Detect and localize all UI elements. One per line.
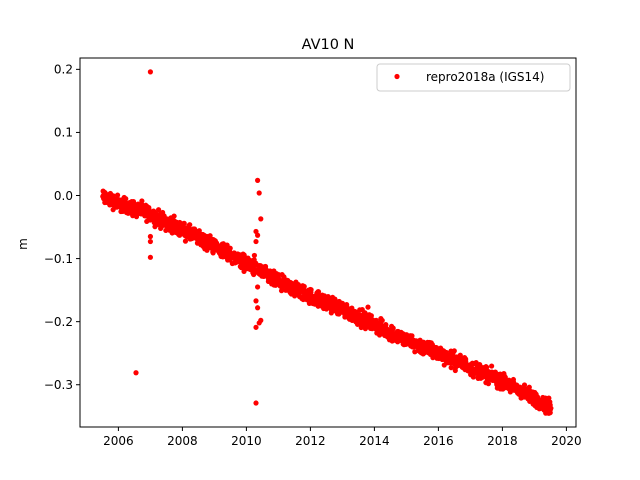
data-point [147, 238, 153, 245]
data-point [146, 204, 152, 211]
data-point [253, 400, 259, 406]
x-tick-label: 2006 [103, 434, 134, 448]
data-point [256, 320, 262, 326]
y-tick-label: 0.0 [54, 189, 73, 203]
data-point [139, 198, 145, 204]
data-point [114, 192, 121, 198]
data-point [251, 252, 257, 259]
data-point [315, 289, 322, 295]
data-point [457, 352, 463, 358]
legend: repro2018a (IGS14) [376, 63, 571, 92]
legend-box [376, 63, 571, 92]
data-point [463, 356, 469, 362]
data-point [484, 364, 490, 370]
x-tick-label: 2016 [423, 434, 454, 448]
y-tick-label: −0.1 [44, 252, 73, 266]
data-point [253, 238, 259, 245]
x-tick-label: 2018 [487, 434, 518, 448]
data-point [255, 305, 261, 311]
data-point [255, 177, 261, 183]
data-point [155, 207, 162, 213]
chart-title: AV10 N [302, 37, 355, 53]
x-tick-label: 2014 [359, 434, 390, 448]
data-point [258, 216, 264, 222]
data-point [227, 245, 233, 251]
data-point [301, 283, 307, 290]
y-tick-label: −0.2 [44, 315, 73, 329]
data-point [336, 298, 342, 305]
data-point [308, 287, 314, 293]
data-point [256, 190, 262, 196]
x-tick-label: 2020 [551, 434, 582, 448]
x-axis: 2006 2008 2010 2012 2014 2016 2018 2020 [103, 427, 582, 448]
data-point [448, 365, 454, 371]
data-point [123, 196, 129, 202]
data-point [451, 348, 457, 354]
data-point [253, 324, 259, 330]
data-point [187, 222, 193, 228]
data-point [365, 304, 371, 310]
x-tick-label: 2010 [231, 434, 262, 448]
legend-label: repro2018a (IGS14) [426, 70, 544, 84]
data-point [147, 69, 153, 75]
data-point [110, 193, 116, 199]
data-points [100, 69, 554, 416]
y-axis: 0.2 0.1 0.0 −0.1 −0.2 −0.3 [44, 63, 80, 392]
y-tick-label: −0.3 [44, 378, 73, 392]
data-point [181, 220, 187, 226]
data-point [548, 405, 554, 411]
data-point [147, 233, 153, 240]
data-point [147, 254, 153, 260]
data-point [133, 370, 139, 376]
data-point [379, 317, 385, 324]
legend-marker [394, 73, 400, 80]
data-point [368, 313, 374, 319]
data-point [485, 381, 492, 387]
y-axis-label: m [16, 238, 30, 250]
x-tick-label: 2012 [295, 434, 326, 448]
plot-area [79, 57, 577, 428]
y-tick-label: 0.1 [54, 126, 73, 140]
x-tick-label: 2008 [167, 434, 198, 448]
data-point [489, 363, 495, 369]
data-point [255, 284, 261, 290]
data-point [390, 325, 396, 331]
data-point [171, 213, 177, 219]
data-point [255, 232, 261, 238]
data-point [182, 238, 189, 244]
data-point [409, 333, 415, 339]
data-point [253, 298, 259, 304]
y-tick-label: 0.2 [54, 63, 73, 77]
